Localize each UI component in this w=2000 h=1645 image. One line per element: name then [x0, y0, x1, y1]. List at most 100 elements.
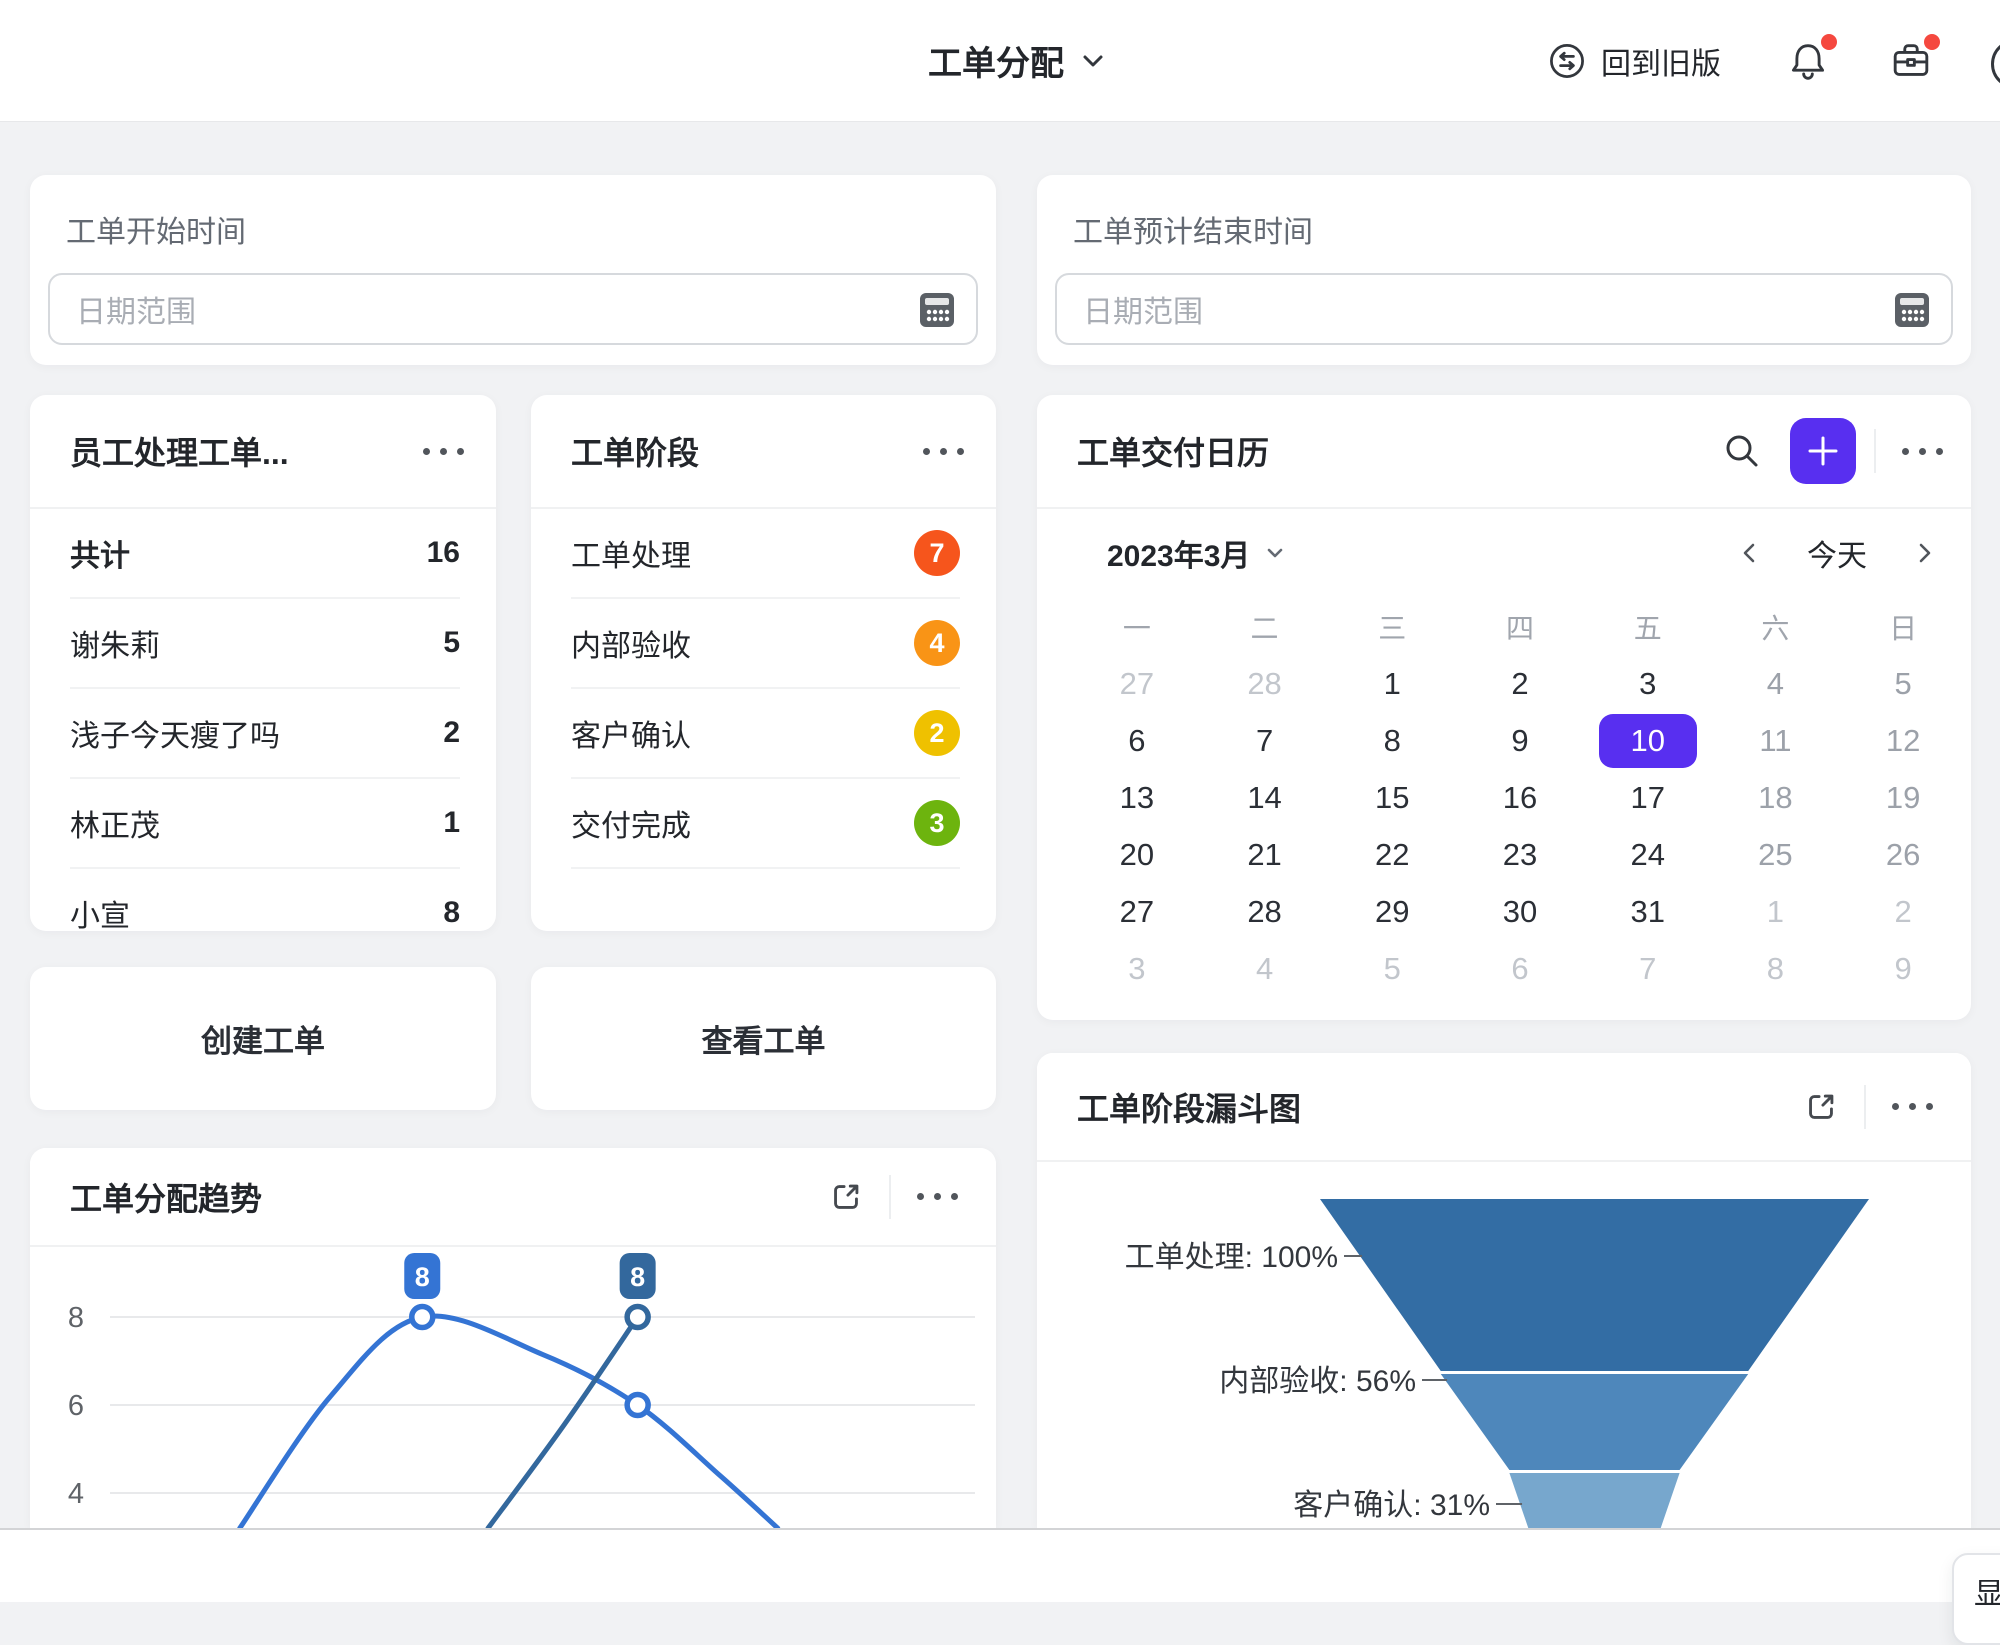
table-row[interactable]: 客户确认 2	[571, 689, 960, 779]
table-row[interactable]: 林正茂 1	[70, 779, 460, 869]
chevron-down-icon	[1080, 48, 1106, 74]
funnel-label: 客户确认: 31%	[1293, 1489, 1490, 1522]
view-workorder-button[interactable]: 查看工单	[531, 967, 996, 1110]
calendar-day[interactable]: 9	[1511, 722, 1529, 758]
calendar-day[interactable]: 4	[1255, 950, 1274, 986]
calendar-day[interactable]: 22	[1375, 836, 1410, 872]
table-row[interactable]: 内部验收 4	[571, 599, 960, 689]
table-row[interactable]: 共计 16	[70, 509, 460, 599]
table-row[interactable]: 交付完成 3	[571, 779, 960, 869]
avatar[interactable]	[1991, 39, 2000, 89]
back-to-old-version-button[interactable]: 回到旧版	[1545, 0, 1721, 121]
calendar-day[interactable]: 17	[1630, 779, 1665, 815]
bell-icon	[1785, 38, 1831, 84]
calendar-day[interactable]: 16	[1502, 779, 1538, 815]
calendar-day[interactable]: 20	[1119, 836, 1155, 872]
calendar-day[interactable]: 18	[1758, 779, 1793, 815]
calendar-next-icon[interactable]	[1905, 534, 1943, 572]
calendar-day[interactable]: 12	[1885, 722, 1921, 758]
calendar-day[interactable]: 23	[1502, 836, 1538, 872]
table-row[interactable]: 浅子今天瘦了吗 2	[70, 689, 460, 779]
calendar-day[interactable]: 5	[1383, 950, 1401, 986]
more-menu-icon[interactable]	[909, 1185, 966, 1208]
calendar-grid: 一二三四五六日 27 28 1 2 3 4 5 6 7 8 9 10 11 12 13 14 15 16 17 18 1…	[1073, 599, 1967, 997]
stage-funnel-chart: 工单处理: 100% 内部验收: 56% 客户确认: 31%	[1125, 1199, 1869, 1528]
calendar-day[interactable]: 28	[1247, 893, 1282, 929]
table-row[interactable]: 工单处理 7	[571, 509, 960, 599]
show-data-peek-button[interactable]: 显	[1952, 1553, 2000, 1645]
employee-name: 小宣	[70, 900, 130, 931]
calendar-day[interactable]: 2	[1894, 893, 1912, 929]
calendar-day[interactable]: 21	[1247, 836, 1282, 872]
calendar-day[interactable]: 1	[1766, 893, 1785, 929]
calendar-day[interactable]: 26	[1885, 836, 1921, 872]
calendar-day[interactable]: 6	[1128, 722, 1146, 758]
data-point[interactable]	[624, 1303, 651, 1331]
calendar-day[interactable]: 9	[1894, 950, 1912, 986]
more-menu-icon[interactable]	[415, 440, 472, 463]
calendar-month-dropdown[interactable]: 2023年3月	[1107, 531, 1286, 575]
calendar-day[interactable]: 29	[1375, 893, 1410, 929]
calendar-day[interactable]: 6	[1511, 950, 1529, 986]
funnel-segment[interactable]	[1509, 1473, 1680, 1528]
page-title-dropdown[interactable]: 工单分配	[928, 0, 1106, 121]
trend-line	[485, 1314, 641, 1528]
employee-count: 2	[443, 716, 460, 749]
search-icon[interactable]	[1716, 425, 1768, 477]
y-axis-tick: 8	[68, 1302, 84, 1334]
data-point[interactable]	[624, 1391, 651, 1419]
workbench-badge-dot	[1924, 33, 1940, 50]
calendar-prev-icon[interactable]	[1731, 534, 1769, 572]
calendar-day[interactable]: 25	[1758, 836, 1793, 872]
funnel-segment[interactable]	[1320, 1199, 1869, 1371]
funnel-label: 工单处理: 100%	[1125, 1241, 1338, 1274]
weekday-label: 日	[1889, 613, 1918, 644]
calendar-day[interactable]: 24	[1630, 836, 1665, 872]
table-row[interactable]: 谢朱莉 5	[70, 599, 460, 689]
calendar-day[interactable]: 4	[1766, 665, 1785, 701]
calendar-day[interactable]: 11	[1759, 722, 1792, 758]
calendar-day[interactable]: 3	[1639, 665, 1657, 701]
calendar-day[interactable]: 7	[1639, 950, 1657, 986]
more-menu-icon[interactable]	[1894, 440, 1951, 463]
calendar-day[interactable]: 1	[1383, 665, 1401, 701]
calendar-day[interactable]: 19	[1885, 779, 1921, 815]
end-date-range-input[interactable]: 日期范围	[1055, 273, 1953, 345]
notifications-button[interactable]	[1785, 0, 1837, 121]
open-fullscreen-icon[interactable]	[1796, 1082, 1846, 1132]
calendar-day[interactable]: 13	[1119, 779, 1155, 815]
open-fullscreen-icon[interactable]	[821, 1172, 871, 1222]
create-workorder-button[interactable]: 创建工单	[30, 967, 496, 1110]
calendar-day[interactable]: 5	[1894, 665, 1912, 701]
trend-line	[237, 1313, 781, 1528]
table-row[interactable]: 小宣 8	[70, 869, 460, 931]
calendar-day[interactable]: 31	[1630, 893, 1665, 929]
calendar-day[interactable]: 30	[1502, 893, 1538, 929]
calendar-day[interactable]: 28	[1247, 665, 1282, 701]
stage-name: 交付完成	[571, 810, 691, 843]
add-event-button[interactable]	[1790, 418, 1856, 484]
data-label-badge	[619, 1253, 656, 1299]
calendar-day[interactable]: 8	[1383, 722, 1401, 758]
more-menu-icon[interactable]	[1884, 1095, 1941, 1118]
calendar-day[interactable]: 14	[1247, 779, 1282, 815]
calendar-day[interactable]: 27	[1119, 665, 1155, 701]
start-date-range-input[interactable]: 日期范围	[48, 273, 978, 345]
calendar-day-selected[interactable]: 10	[1584, 712, 1712, 769]
calendar-day[interactable]: 15	[1375, 779, 1410, 815]
calendar-day[interactable]: 8	[1766, 950, 1785, 986]
calendar-day[interactable]: 7	[1255, 722, 1274, 758]
workbench-button[interactable]	[1888, 0, 1940, 121]
employee-count: 1	[443, 806, 460, 839]
more-menu-icon[interactable]	[915, 440, 972, 463]
stage-name: 客户确认	[571, 720, 691, 753]
employee-name: 浅子今天瘦了吗	[70, 720, 280, 753]
page-title: 工单分配	[928, 45, 1064, 83]
funnel-segment[interactable]	[1440, 1374, 1749, 1470]
calendar-day[interactable]: 2	[1511, 665, 1529, 701]
calendar-day[interactable]: 3	[1128, 950, 1146, 986]
data-point[interactable]	[409, 1303, 436, 1331]
calendar-picker-icon	[918, 289, 956, 329]
calendar-today-button[interactable]: 今天	[1807, 540, 1867, 573]
calendar-day[interactable]: 27	[1119, 893, 1155, 929]
